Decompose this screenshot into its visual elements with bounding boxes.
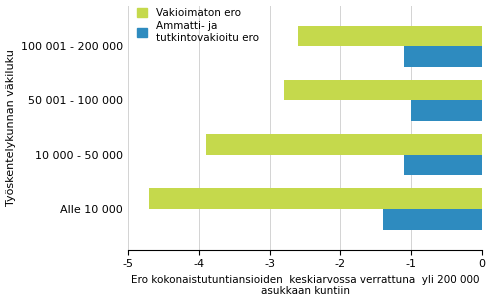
Bar bbox=[411, 101, 482, 121]
Bar bbox=[404, 46, 482, 67]
Y-axis label: Työskentelykunnan väkiluku: Työskentelykunnan väkiluku bbox=[5, 49, 16, 206]
Bar bbox=[206, 134, 482, 155]
Bar bbox=[284, 80, 482, 101]
Bar bbox=[298, 26, 482, 46]
Bar bbox=[404, 155, 482, 175]
Bar bbox=[383, 209, 482, 230]
X-axis label: Ero kokonaistutuntiansioiden  keskiarvossa verrattuna  yli 200 000
asukkaan kunt: Ero kokonaistutuntiansioiden keskiarvoss… bbox=[131, 275, 479, 297]
Legend: Vakioimaton ero, Ammatti- ja
tutkintovakioitu ero: Vakioimaton ero, Ammatti- ja tutkintovak… bbox=[137, 8, 259, 43]
Bar bbox=[149, 188, 482, 209]
